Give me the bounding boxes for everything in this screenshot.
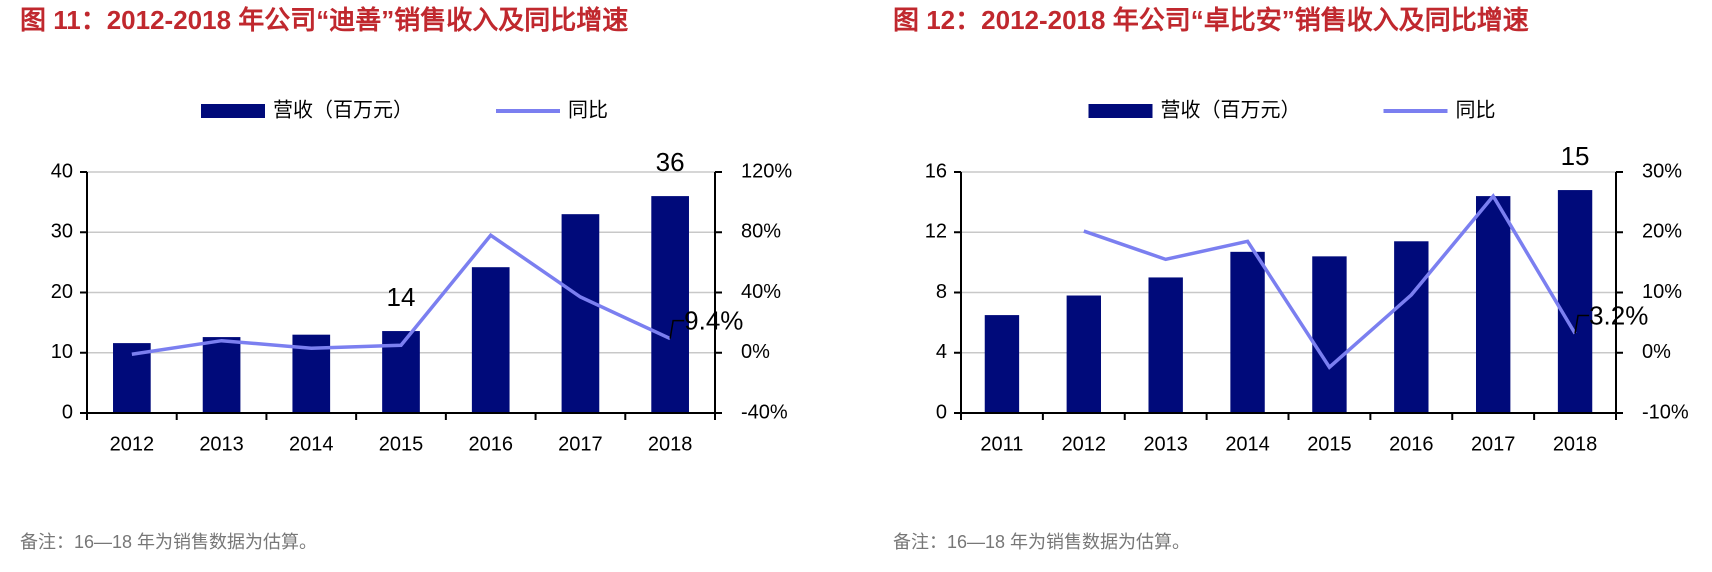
x-tick-label: 2015 <box>1307 433 1352 455</box>
x-tick-label: 2018 <box>1553 433 1598 455</box>
bar <box>113 343 151 413</box>
y-tick-label: 30 <box>51 221 73 243</box>
y-tick-label: 0 <box>62 401 73 423</box>
x-tick-label: 2013 <box>199 433 244 455</box>
x-tick-label: 2013 <box>1143 433 1188 455</box>
line <box>1083 193 1577 370</box>
x-tick-label: 2012 <box>1062 433 1107 455</box>
chart-title: 图 12：2012-2018 年公司“卓比安”销售收入及同比增速 <box>893 5 1529 35</box>
legend-swatch <box>1088 104 1153 118</box>
bar <box>1475 196 1511 413</box>
y2-tick-label: 0% <box>741 341 770 363</box>
legend-label: 营收（百万元） <box>1161 98 1301 121</box>
y-tick-label: 8 <box>936 281 947 303</box>
line <box>131 232 671 356</box>
note: 备注：16—18 年为销售数据为估算。 <box>893 532 1190 552</box>
x-tick-label: 2016 <box>1389 433 1434 455</box>
note: 备注：16—18 年为销售数据为估算。 <box>20 532 317 552</box>
bar <box>1557 190 1593 413</box>
x-tick-label: 2012 <box>110 433 155 455</box>
y2-tick-label: 40% <box>741 281 781 303</box>
bar <box>1066 295 1102 413</box>
y2-tick-label: 120% <box>741 160 792 182</box>
x-tick-label: 2018 <box>648 433 693 455</box>
y2-tick-label: -40% <box>741 401 788 423</box>
x-tick-label: 2014 <box>1225 433 1270 455</box>
legend-label: 营收（百万元） <box>273 98 413 121</box>
value-label: 36 <box>656 147 685 177</box>
chart-title: 图 11：2012-2018 年公司“迪善”销售收入及同比增速 <box>20 5 628 35</box>
y-tick-label: 0 <box>936 401 947 423</box>
bar <box>561 214 600 413</box>
value-label: 3.2% <box>1589 300 1648 330</box>
legend-swatch <box>201 104 265 118</box>
y2-tick-label: 0% <box>1642 341 1671 363</box>
x-tick-label: 2011 <box>980 433 1023 455</box>
value-label: 9.4% <box>684 305 743 335</box>
y2-tick-label: 80% <box>741 221 781 243</box>
bar <box>1148 277 1183 413</box>
y-tick-label: 10 <box>51 341 73 363</box>
value-label: 15 <box>1561 141 1590 171</box>
x-tick-label: 2014 <box>289 433 334 455</box>
bar <box>984 315 1020 413</box>
y2-tick-label: 30% <box>1642 160 1682 182</box>
x-tick-label: 2017 <box>558 433 603 455</box>
legend-label: 同比 <box>568 98 608 121</box>
bar <box>1394 241 1429 413</box>
value-label: 14 <box>387 282 416 312</box>
x-tick-label: 2017 <box>1471 433 1516 455</box>
leader-line <box>1574 314 1590 334</box>
y-tick-label: 40 <box>51 160 73 182</box>
leader-line <box>669 319 685 339</box>
y-tick-label: 12 <box>925 221 947 243</box>
bar <box>471 267 510 413</box>
y-tick-label: 20 <box>51 281 73 303</box>
x-tick-label: 2015 <box>379 433 424 455</box>
x-tick-label: 2016 <box>468 433 513 455</box>
y2-tick-label: 20% <box>1642 221 1682 243</box>
y-tick-label: 16 <box>925 160 947 182</box>
bar <box>1312 256 1347 413</box>
bar <box>1230 251 1265 413</box>
y-tick-label: 4 <box>936 341 947 363</box>
bar <box>202 337 241 413</box>
y2-tick-label: 10% <box>1642 281 1682 303</box>
bar <box>651 196 689 413</box>
legend-label: 同比 <box>1456 98 1496 121</box>
y2-tick-label: -10% <box>1642 401 1689 423</box>
